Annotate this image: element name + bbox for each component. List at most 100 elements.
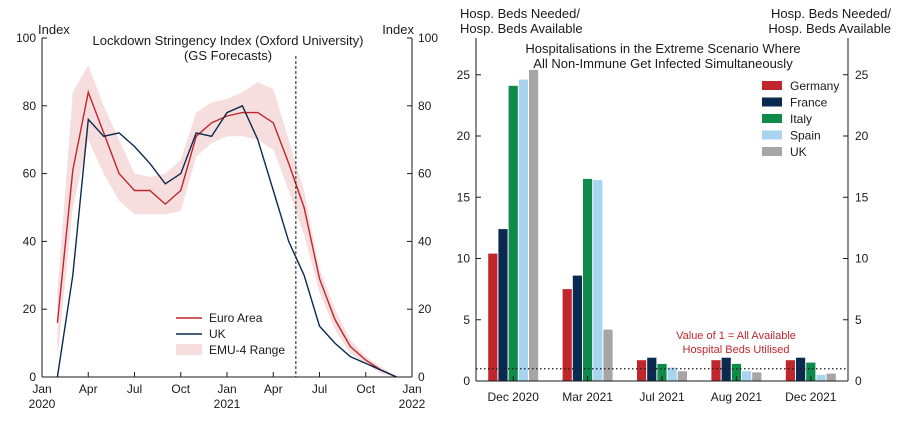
legend-label-italy: Italy bbox=[790, 112, 812, 126]
bar-italy-mar-2021 bbox=[583, 178, 593, 381]
bar-italy-dec-2020 bbox=[508, 85, 518, 382]
x-tick-label: Apr bbox=[264, 382, 283, 396]
legend-label-emu4-range: EMU-4 Range bbox=[209, 343, 285, 357]
legend-swatch-italy bbox=[762, 114, 782, 123]
emu4-range-band bbox=[57, 65, 397, 377]
bar-germany-mar-2021 bbox=[562, 289, 572, 381]
bar-spain-aug-2021 bbox=[742, 371, 752, 381]
stringency-legend: Euro Area UK EMU-4 Range bbox=[176, 311, 285, 357]
hospitalisation-bars bbox=[488, 69, 836, 382]
x-category-label: Dec 2020 bbox=[488, 390, 540, 404]
bar-germany-jul-2021 bbox=[637, 360, 647, 381]
left-y-tick-label: 20 bbox=[457, 129, 471, 143]
left-y-tick-label: 100 bbox=[16, 31, 36, 45]
left-y-tick-label: 0 bbox=[29, 370, 36, 384]
legend-swatch-france bbox=[762, 97, 782, 107]
stringency-lines bbox=[56, 89, 397, 378]
left-y-tick-label: 0 bbox=[463, 374, 470, 388]
left-y-tick-label: 10 bbox=[457, 252, 471, 266]
bar-italy-aug-2021 bbox=[731, 363, 741, 381]
legend-label-uk: UK bbox=[790, 145, 807, 159]
bar-spain-dec-2020 bbox=[518, 79, 528, 381]
legend-label-germany: Germany bbox=[790, 79, 839, 93]
reference-note-line2: Hospital Beds Utilised bbox=[683, 344, 790, 356]
stringency-chart: Lockdown Stringency Index (Oxford Univer… bbox=[16, 22, 438, 411]
legend-label-spain: Spain bbox=[790, 129, 821, 143]
emu4-range-area bbox=[57, 65, 397, 377]
bar-germany-dec-2021 bbox=[785, 360, 795, 381]
legend-swatch-uk bbox=[762, 147, 782, 156]
right-y-tick-label: 0 bbox=[418, 370, 425, 384]
series-line-uk bbox=[56, 104, 397, 378]
right-y-unit-label-line2: Hosp. Beds Available bbox=[768, 21, 891, 36]
right-y-tick-label: 15 bbox=[855, 190, 869, 204]
legend-label-france: France bbox=[790, 96, 828, 110]
legend-swatch-emu4-range bbox=[176, 344, 202, 355]
bar-spain-jul-2021 bbox=[667, 367, 677, 381]
x-tick-label: Jul bbox=[312, 382, 327, 396]
x-category-label: Mar 2021 bbox=[562, 390, 613, 404]
legend-swatch-spain bbox=[762, 130, 782, 140]
x-tick-label: Jul bbox=[127, 382, 142, 396]
bar-spain-dec-2021 bbox=[816, 374, 826, 381]
stringency-chart-subtitle: (GS Forecasts) bbox=[184, 48, 272, 63]
bar-germany-aug-2021 bbox=[711, 360, 721, 381]
hospitalisation-chart-title-line2: All Non-Immune Get Infected Simultaneous… bbox=[533, 56, 793, 71]
x-tick-label: Jan bbox=[402, 382, 421, 396]
legend-swatch-germany bbox=[762, 81, 782, 90]
legend-label-euro-area: Euro Area bbox=[209, 311, 263, 325]
bar-france-aug-2021 bbox=[721, 357, 731, 381]
right-y-tick-label: 25 bbox=[855, 68, 869, 82]
bar-uk-mar-2021 bbox=[603, 329, 613, 381]
right-y-tick-label: 80 bbox=[418, 99, 432, 113]
right-y-tick-label: 40 bbox=[418, 234, 432, 248]
bar-italy-dec-2021 bbox=[806, 362, 816, 381]
right-y-unit-label-line1: Hosp. Beds Needed/ bbox=[771, 6, 891, 21]
right-y-tick-label: 20 bbox=[418, 302, 432, 316]
right-y-tick-label: 60 bbox=[418, 167, 432, 181]
left-y-tick-label: 60 bbox=[23, 167, 37, 181]
right-y-tick-label: 0 bbox=[855, 374, 862, 388]
x-tick-label: Apr bbox=[79, 382, 98, 396]
bar-uk-jul-2021 bbox=[677, 371, 687, 381]
hospitalisation-axes: 0 0 5 5 10 10 15 15 20 20 25 25 Dec 2020 Mar 2021 Jul … bbox=[457, 38, 869, 404]
bar-italy-jul-2021 bbox=[657, 363, 667, 381]
left-y-tick-label: 40 bbox=[23, 234, 37, 248]
right-y-tick-label: 5 bbox=[855, 313, 862, 327]
series-line-euro-area bbox=[56, 89, 397, 378]
legend-label-uk: UK bbox=[209, 327, 226, 341]
x-category-label: Aug 2021 bbox=[711, 390, 763, 404]
bar-germany-dec-2020 bbox=[488, 253, 498, 381]
left-y-unit-label-line2: Hosp. Beds Available bbox=[460, 21, 583, 36]
left-y-tick-label: 80 bbox=[23, 99, 37, 113]
bar-france-mar-2021 bbox=[572, 275, 582, 381]
hospitalisation-chart-title-line1: Hospitalisations in the Extreme Scenario… bbox=[525, 41, 800, 56]
right-y-tick-label: 10 bbox=[855, 252, 869, 266]
bar-uk-aug-2021 bbox=[752, 372, 762, 381]
x-tick-year-label: 2022 bbox=[399, 397, 426, 411]
x-tick-label: Jan bbox=[32, 382, 51, 396]
x-tick-label: Oct bbox=[356, 382, 375, 396]
x-category-label: Dec 2021 bbox=[785, 390, 837, 404]
hospitalisation-legend: Germany France Italy Spain UK bbox=[762, 79, 839, 159]
left-y-tick-label: 5 bbox=[463, 313, 470, 327]
x-tick-label: Oct bbox=[171, 382, 190, 396]
bar-france-jul-2021 bbox=[647, 357, 657, 381]
right-y-tick-label: 20 bbox=[855, 129, 869, 143]
left-y-tick-label: 25 bbox=[457, 68, 471, 82]
left-y-tick-label: 15 bbox=[457, 190, 471, 204]
bar-spain-mar-2021 bbox=[593, 180, 603, 381]
left-y-tick-label: 20 bbox=[23, 302, 37, 316]
right-y-unit-label: Index bbox=[382, 22, 414, 37]
x-tick-label: Jan bbox=[217, 382, 236, 396]
reference-note-line1: Value of 1 = All Available bbox=[676, 330, 796, 342]
hospitalisation-chart: Hosp. Beds Needed/ Hosp. Beds Available … bbox=[457, 6, 892, 404]
bar-france-dec-2020 bbox=[498, 229, 508, 381]
stringency-chart-title: Lockdown Stringency Index (Oxford Univer… bbox=[93, 33, 364, 48]
left-y-unit-label-line1: Hosp. Beds Needed/ bbox=[460, 6, 580, 21]
x-tick-year-label: 2020 bbox=[29, 397, 56, 411]
left-y-unit-label: Index bbox=[38, 22, 70, 37]
